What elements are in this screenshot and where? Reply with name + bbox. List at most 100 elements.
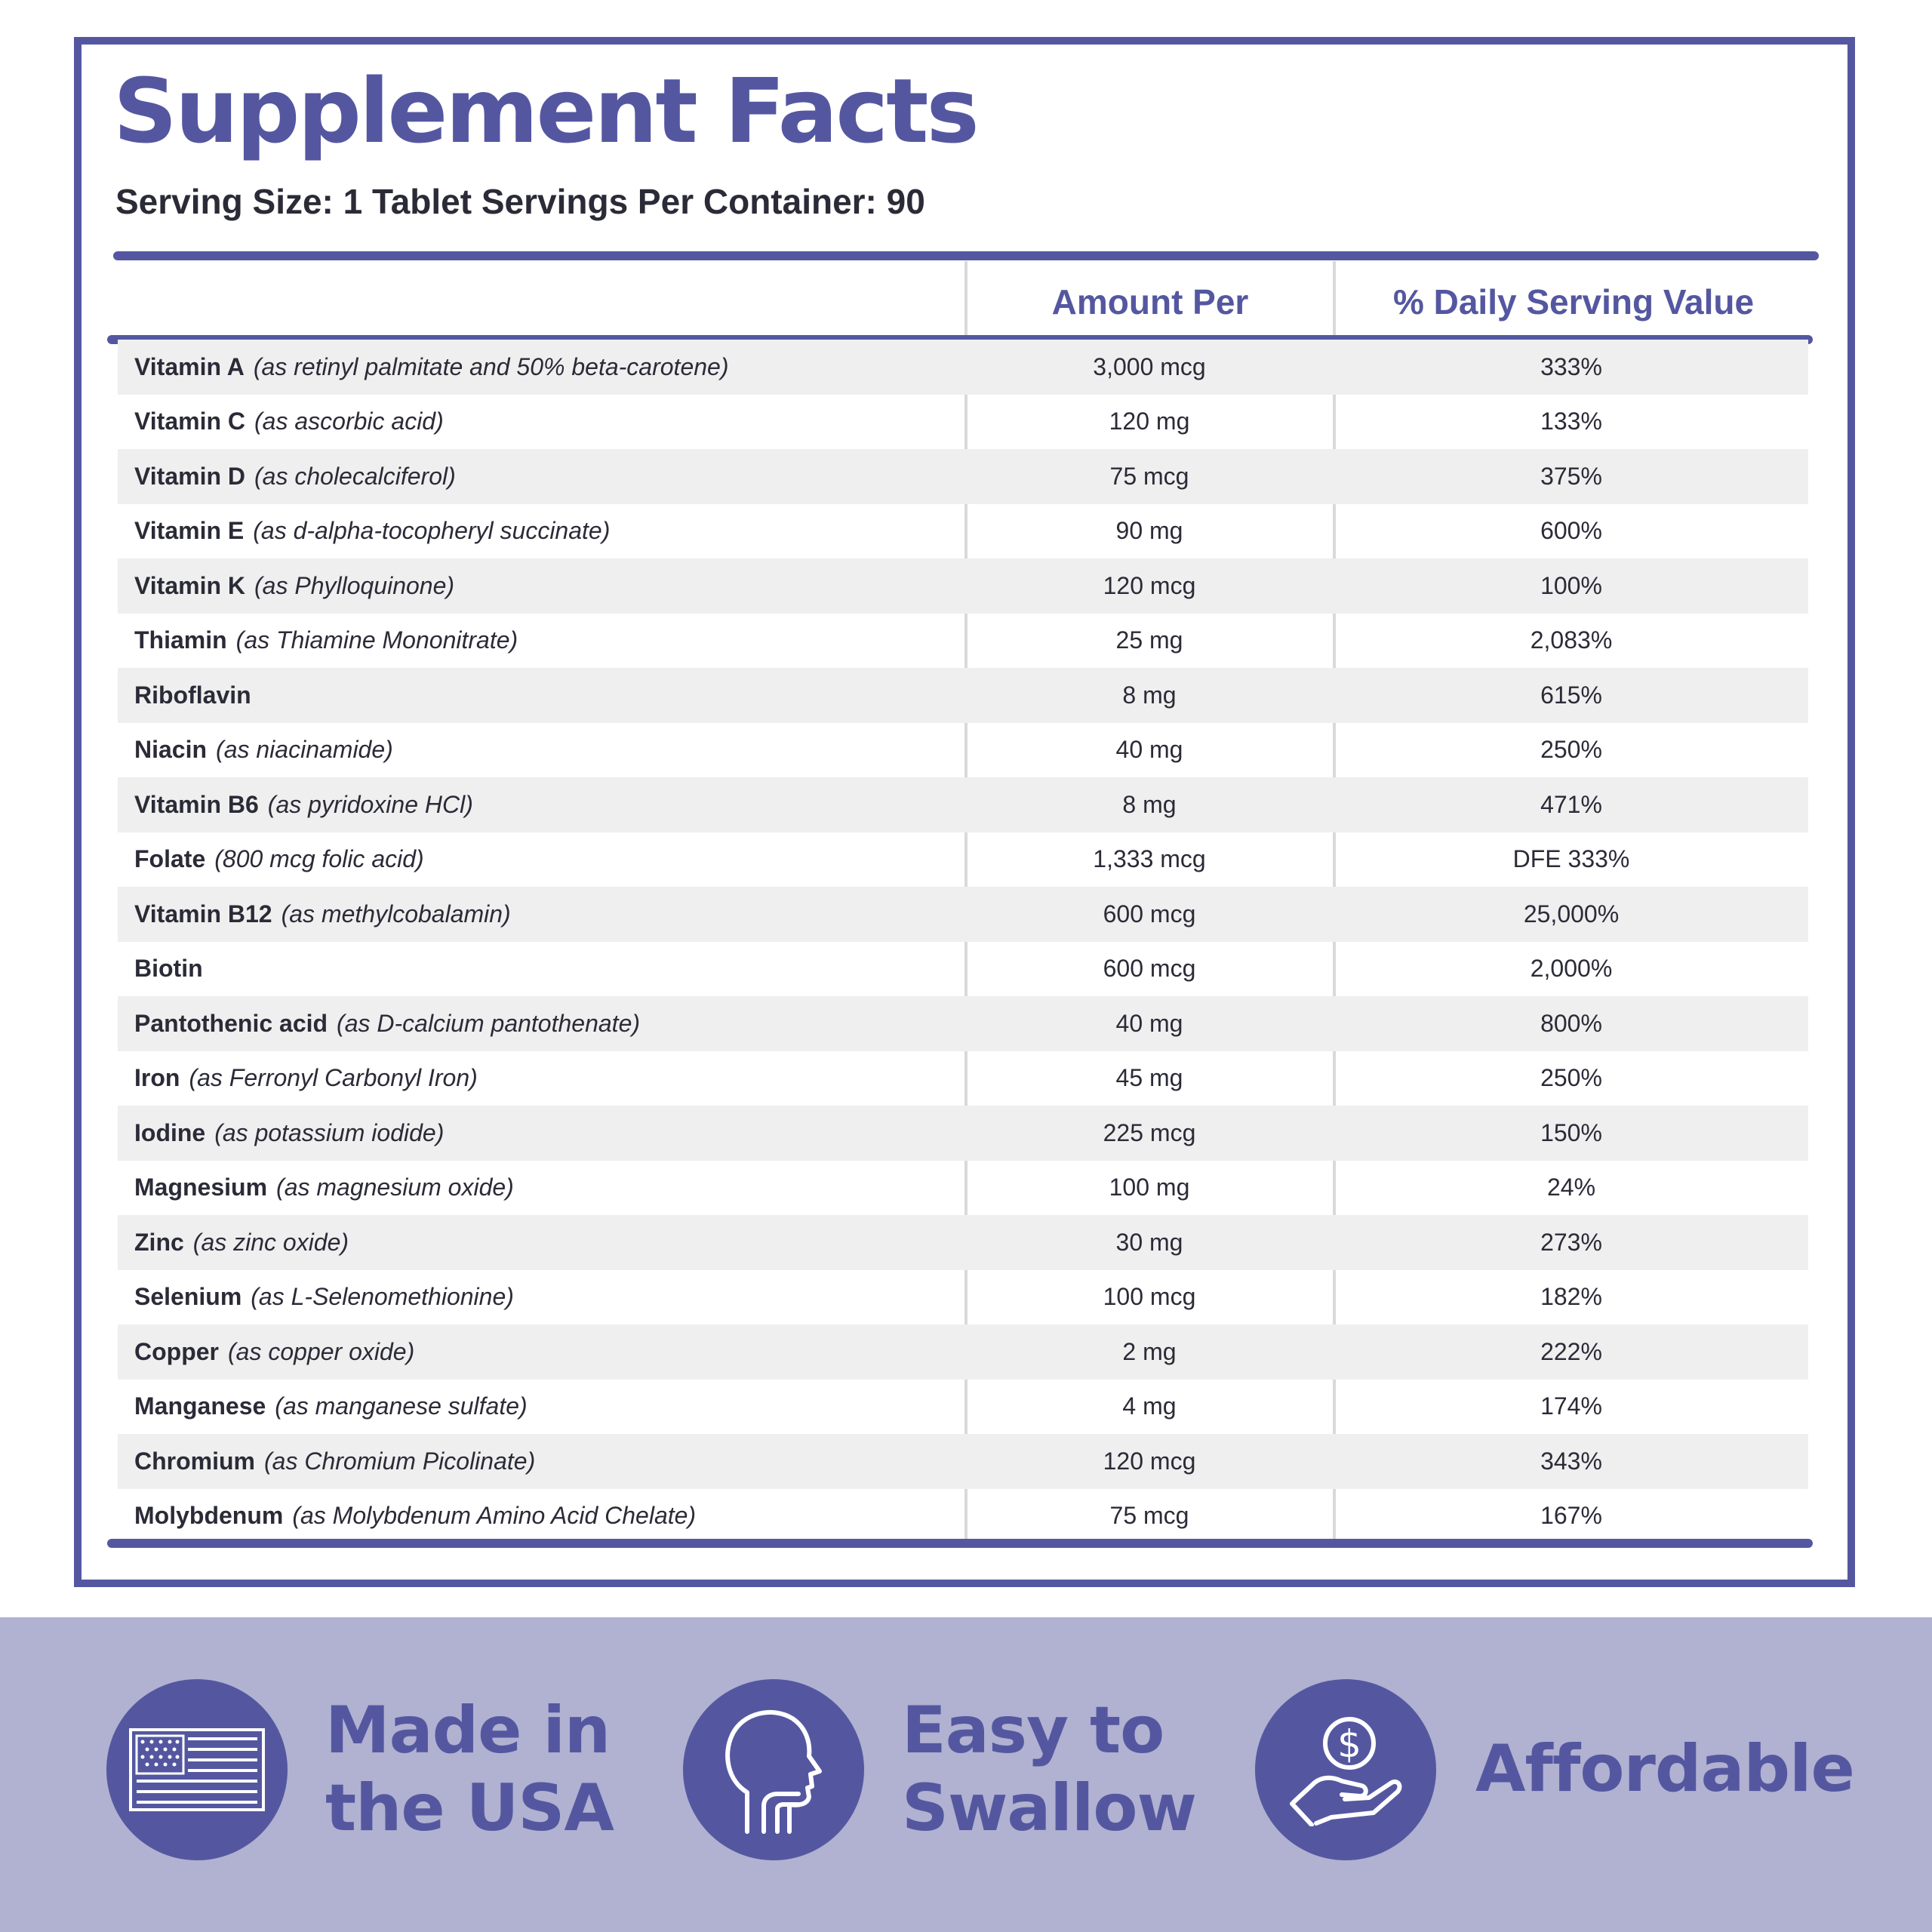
hand-dollar-icon: $ [1290, 1717, 1402, 1826]
daily-value-cell: 375% [1540, 462, 1602, 490]
nutrient-source: (as niacinamide) [216, 736, 393, 764]
nutrient-name: Chromium [134, 1447, 255, 1475]
nutrient-cell: Vitamin A (as retinyl palmitate and 50% b… [118, 353, 964, 381]
nutrient-name: Biotin [134, 955, 203, 983]
nutrient-source: (as pyridoxine HCl) [267, 790, 473, 818]
amount-cell: 90 mg [1115, 517, 1183, 545]
nutrient-cell: Niacin (as niacinamide) [118, 736, 964, 764]
nutrient-name: Vitamin B12 [134, 900, 272, 928]
nutrient-name: Folate [134, 845, 206, 873]
amount-cell: 75 mcg [1109, 1502, 1189, 1530]
daily-value-cell: 133% [1540, 408, 1602, 435]
amount-cell: 40 mg [1115, 1009, 1183, 1037]
nutrient-cell: Zinc (as zinc oxide) [118, 1229, 964, 1257]
svg-text:$: $ [1337, 1722, 1361, 1766]
amount-cell: 8 mg [1122, 790, 1177, 818]
daily-value-cell: 167% [1540, 1502, 1602, 1530]
nutrient-name: Vitamin K [134, 571, 245, 599]
nutrient-cell: Magnesium (as magnesium oxide) [118, 1174, 964, 1201]
table-row: Biotin 600 mcg 2,000% [118, 942, 1808, 997]
feature-label-line1: Affordable [1475, 1731, 1855, 1807]
nutrient-source: (as Ferronyl Carbonyl Iron) [189, 1064, 478, 1092]
nutrient-name: Molybdenum [134, 1502, 284, 1530]
nutrient-name: Magnesium [134, 1174, 268, 1201]
nutrient-cell: Iodine (as potassium iodide) [118, 1119, 964, 1147]
amount-cell: 45 mg [1115, 1064, 1183, 1092]
feature-label-line1: Made in [325, 1692, 611, 1768]
daily-value-cell: 100% [1540, 571, 1602, 599]
daily-value-cell: 25,000% [1523, 900, 1620, 928]
daily-value-cell: 333% [1540, 352, 1602, 380]
feature-band [0, 1617, 1932, 1932]
daily-value-cell: 2,000% [1530, 955, 1613, 983]
facts-table: Vitamin A (as retinyl palmitate and 50% b… [118, 340, 1808, 1543]
nutrient-source: (as cholecalciferol) [254, 462, 456, 490]
nutrient-source: (as Chromium Picolinate) [264, 1447, 536, 1475]
table-row: Vitamin D (as cholecalciferol) 75 mcg 375% [118, 449, 1808, 504]
nutrient-name: Vitamin A [134, 352, 245, 380]
nutrient-source: (as manganese sulfate) [275, 1392, 528, 1420]
nutrient-source: (as methylcobalamin) [281, 900, 511, 928]
nutrient-cell: Chromium (as Chromium Picolinate) [118, 1447, 964, 1475]
nutrient-source: (as potassium iodide) [214, 1118, 445, 1146]
nutrient-cell: Vitamin E (as d-alpha-tocopheryl succinat… [118, 517, 964, 545]
table-row: Iodine (as potassium iodide) 225 mcg 150% [118, 1106, 1808, 1161]
nutrient-source: (as ascorbic acid) [254, 408, 444, 435]
nutrient-source: (as magnesium oxide) [276, 1174, 514, 1201]
daily-value-cell: 150% [1540, 1118, 1602, 1146]
daily-value-cell: 250% [1540, 1064, 1602, 1092]
nutrient-name: Riboflavin [134, 681, 251, 709]
nutrient-cell: Iron (as Ferronyl Carbonyl Iron) [118, 1064, 964, 1092]
daily-value-cell: 182% [1540, 1283, 1602, 1311]
serving-info: Serving Size: 1 Tablet Servings Per Cont… [115, 182, 925, 221]
nutrient-cell: Copper (as copper oxide) [118, 1338, 964, 1366]
table-row: Vitamin B6 (as pyridoxine HCl) 8 mg 471% [118, 777, 1808, 832]
nutrient-name: Selenium [134, 1283, 242, 1311]
feature-label: Easy to Swallow [902, 1679, 1197, 1860]
nutrient-cell: Thiamin (as Thiamine Mononitrate) [118, 626, 964, 654]
nutrient-cell: Vitamin B12 (as methylcobalamin) [118, 900, 964, 928]
amount-cell: 2 mg [1122, 1337, 1177, 1365]
nutrient-source: (as d-alpha-tocopheryl succinate) [253, 517, 611, 545]
nutrient-name: Vitamin E [134, 517, 245, 545]
nutrient-cell: Vitamin C (as ascorbic acid) [118, 408, 964, 435]
table-row: Vitamin E (as d-alpha-tocopheryl succinat… [118, 504, 1808, 559]
daily-value-cell: 615% [1540, 681, 1602, 709]
amount-cell: 120 mg [1109, 408, 1190, 435]
nutrient-cell: Vitamin B6 (as pyridoxine HCl) [118, 791, 964, 819]
amount-cell: 600 mcg [1103, 900, 1196, 928]
table-row: Pantothenic acid (as D-calcium pantothena… [118, 996, 1808, 1051]
feature-easy-to-swallow: Easy to Swallow [683, 1679, 1211, 1860]
column-header-amount: Amount Per [1051, 282, 1249, 321]
nutrient-name: Vitamin C [134, 408, 245, 435]
daily-value-cell: 222% [1540, 1337, 1602, 1365]
nutrient-name: Copper [134, 1337, 219, 1365]
daily-value-cell: 250% [1540, 736, 1602, 764]
feature-affordable: $ Affordable [1255, 1679, 1855, 1860]
amount-cell: 40 mg [1115, 736, 1183, 764]
nutrient-cell: Biotin [118, 955, 964, 983]
feature-label-line2: Swallow [902, 1770, 1197, 1846]
amount-cell: 120 mcg [1103, 571, 1196, 599]
column-header-daily-value: % Daily Serving Value [1392, 282, 1755, 321]
table-row: Molybdenum (as Molybdenum Amino Acid Chel… [118, 1489, 1808, 1544]
amount-cell: 30 mg [1115, 1228, 1183, 1256]
daily-value-cell: 24% [1546, 1174, 1596, 1201]
nutrient-name: Zinc [134, 1228, 184, 1256]
table-row: Chromium (as Chromium Picolinate) 120 mcg 3… [118, 1434, 1808, 1489]
table-row: Selenium (as L-Selenomethionine) 100 mcg 18… [118, 1270, 1808, 1325]
feature-badge: $ [1255, 1679, 1436, 1860]
nutrient-cell: Vitamin D (as cholecalciferol) [118, 463, 964, 491]
table-row: Vitamin A (as retinyl palmitate and 50% b… [118, 340, 1808, 395]
amount-cell: 4 mg [1122, 1392, 1177, 1420]
amount-cell: 100 mcg [1103, 1283, 1196, 1311]
us-flag-icon [129, 1728, 265, 1811]
table-row: Folate (800 mcg folic acid) 1,333 mcg DFE 3… [118, 832, 1808, 888]
feature-badge [683, 1679, 864, 1860]
nutrient-name: Pantothenic acid [134, 1009, 328, 1037]
bottom-rule [107, 1539, 1813, 1548]
nutrient-source: (as D-calcium pantothenate) [337, 1009, 641, 1037]
amount-cell: 3,000 mcg [1093, 352, 1206, 380]
table-row: Magnesium (as magnesium oxide) 100 mg 24% [118, 1161, 1808, 1216]
nutrient-name: Vitamin B6 [134, 790, 259, 818]
